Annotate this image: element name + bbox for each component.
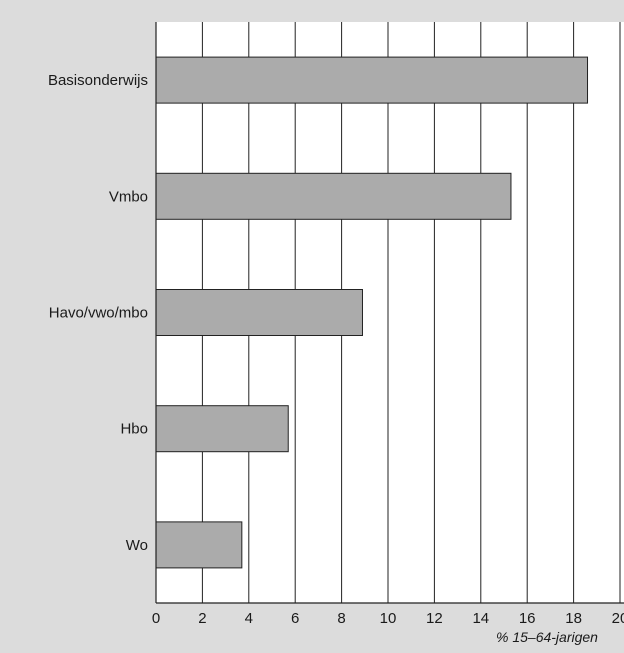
bar-basisonderwijs — [155, 56, 589, 104]
bar-hbo — [155, 405, 289, 453]
x-tick-label: 14 — [472, 610, 489, 627]
x-tick-label: 18 — [565, 610, 582, 627]
x-tick-labels: 0 2 4 6 8 10 12 14 16 18 20 — [152, 610, 624, 627]
category-label: Hbo — [120, 421, 148, 438]
category-label: Vmbo — [109, 188, 148, 205]
x-tick-label: 8 — [337, 610, 345, 627]
x-tick-label: 2 — [198, 610, 206, 627]
x-tick-label: 16 — [519, 610, 536, 627]
x-axis-label: % 15–64-jarigen — [496, 629, 598, 645]
x-tick-label: 6 — [291, 610, 299, 627]
bar-vmbo — [155, 172, 512, 220]
x-tick-label: 10 — [380, 610, 397, 627]
category-labels: Basisonderwijs Vmbo Havo/vwo/mbo Hbo Wo — [48, 72, 148, 554]
x-tick-label: 0 — [152, 610, 160, 627]
x-tick-label: 12 — [426, 610, 443, 627]
x-tick-label: 4 — [245, 610, 253, 627]
category-label: Havo/vwo/mbo — [49, 305, 148, 322]
bars — [155, 56, 589, 569]
bar-wo — [155, 521, 243, 569]
category-label: Basisonderwijs — [48, 72, 148, 89]
x-tick-label: 20 — [612, 610, 624, 627]
category-label: Wo — [126, 537, 148, 554]
bar-havo-vwo-mbo — [155, 289, 363, 336]
